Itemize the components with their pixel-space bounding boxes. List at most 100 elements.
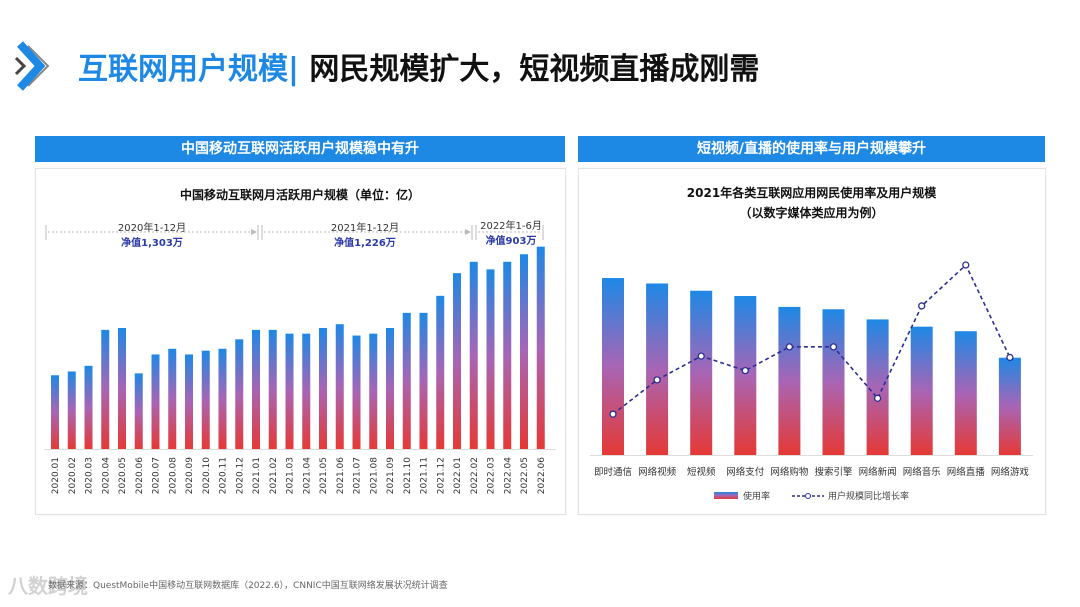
left-chart-title: 中国移动互联网月活跃用户规模（单位：亿）	[179, 188, 420, 202]
right-chart-subtitle: （以数字媒体类应用为例）	[739, 206, 884, 220]
bar-2021.01	[252, 329, 260, 449]
bar-2021.03	[285, 333, 294, 449]
left-section-banner: 中国移动互联网活跃用户规模稳中有升	[35, 136, 565, 162]
bar-网络直播	[954, 331, 977, 455]
bar-2021.04	[302, 333, 311, 449]
bar-2021.02	[268, 329, 277, 449]
bar-2021.10	[402, 312, 411, 449]
bar-2020.01	[51, 375, 59, 449]
watermark: 八数跨境	[8, 574, 88, 598]
title-rest: 网民规模扩大，短视频直播成刚需	[298, 52, 760, 87]
x-tick-label: 2020.03	[85, 457, 95, 494]
right-section-banner: 短视频/直播的使用率与用户规模攀升	[578, 136, 1045, 162]
annotation-period: 2022年1-6月	[480, 221, 542, 232]
bar-短视频	[690, 290, 713, 455]
bar-2020.07	[151, 354, 160, 449]
x-tick-label: 网络视频	[638, 466, 677, 478]
annotation-net: 净值1,226万	[334, 238, 396, 249]
growth-point-网络购物	[785, 343, 794, 351]
bar-网络游戏	[998, 357, 1021, 455]
bar-2022.05	[520, 254, 528, 449]
bar-2022.06	[536, 246, 545, 449]
bar-即时通信	[602, 278, 624, 455]
x-tick-label: 网络直播	[947, 466, 986, 478]
bar-网络音乐	[910, 326, 933, 455]
x-tick-label: 网络购物	[770, 466, 809, 478]
x-tick-label: 2020.08	[168, 457, 178, 494]
growth-point-网络音乐	[918, 302, 926, 310]
bar-网络视频	[646, 283, 669, 455]
growth-point-即时通信	[609, 410, 617, 418]
annotation-period: 2020年1-12月	[117, 223, 187, 234]
x-tick-label: 网络新闻	[859, 466, 897, 478]
legend-line-label: 用户规模同比增长率	[828, 490, 909, 502]
x-tick-label: 短视频	[687, 466, 716, 478]
growth-rate-line	[612, 263, 1011, 415]
bar-2020.04	[101, 329, 110, 449]
bar-网络新闻	[866, 319, 889, 455]
growth-point-网络直播	[962, 261, 970, 269]
growth-point-网络支付	[741, 366, 749, 375]
x-tick-label: 2022.01	[453, 457, 463, 494]
x-tick-label: 网络支付	[726, 466, 765, 478]
x-tick-label: 2020.02	[68, 457, 78, 494]
bar-2021.08	[369, 333, 378, 449]
bar-2020.08	[168, 348, 177, 449]
x-tick-label: 2020.06	[135, 457, 145, 494]
annotation-net: 净值903万	[485, 236, 537, 247]
x-tick-label: 2021.05	[319, 457, 329, 494]
legend: 使用率 用户规模同比增长率	[714, 490, 909, 502]
x-tick-label: 2020.11	[219, 457, 229, 494]
growth-point-网络新闻	[873, 394, 882, 402]
annotation-2021: 2021年1-12月 净值1,226万	[305, 219, 425, 249]
x-tick-label: 即时通信	[594, 466, 632, 478]
x-tick-label: 2021.08	[369, 457, 379, 494]
x-tick-label: 2020.07	[152, 457, 162, 494]
bar-2020.09	[185, 354, 193, 449]
x-tick-label: 2020.09	[185, 457, 195, 494]
title-highlight: 互联网用户规模|	[78, 52, 299, 87]
legend-bar-label: 使用率	[743, 490, 770, 502]
legend-bar-swatch	[714, 492, 738, 499]
growth-point-搜索引擎	[829, 343, 838, 351]
right-chart-title: 2021年各类互联网应用网民使用率及用户规模	[686, 186, 937, 200]
x-tick-label: 网络游戏	[991, 466, 1030, 478]
bar-2022.01	[453, 273, 461, 449]
x-tick-label: 2020.12	[235, 457, 245, 494]
source-note: 数据来源：QuestMobile中国移动互联网数据库（2022.6），CNNIC…	[48, 581, 448, 591]
bar-搜索引擎	[822, 309, 845, 455]
x-tick-label: 搜索引擎	[814, 466, 853, 478]
bar-2020.10	[201, 350, 210, 449]
bar-2022.02	[469, 261, 478, 449]
annotation-net: 净值1,303万	[121, 238, 183, 249]
bar-2020.11	[218, 348, 227, 449]
x-tick-label: 2021.03	[286, 457, 296, 494]
bar-2020.12	[235, 339, 244, 449]
bar-2020.02	[67, 371, 76, 449]
bar-2021.11	[419, 312, 428, 449]
bar-2021.06	[335, 324, 344, 449]
x-tick-label: 2021.07	[353, 457, 363, 494]
growth-point-短视频	[697, 352, 705, 360]
x-tick-label: 2021.12	[436, 457, 446, 494]
growth-point-网络视频	[653, 376, 661, 384]
legend-line-marker	[805, 493, 811, 499]
x-tick-label: 2022.06	[537, 457, 547, 494]
x-tick-label: 2022.03	[487, 457, 497, 494]
bar-2021.12	[436, 295, 445, 449]
x-tick-label: 网络音乐	[903, 466, 942, 478]
bar-2022.04	[503, 261, 512, 449]
x-tick-label: 2021.04	[302, 457, 312, 494]
x-tick-label: 2022.02	[470, 457, 480, 494]
x-tick-label: 2020.05	[118, 457, 128, 494]
x-tick-label: 2021.11	[420, 457, 430, 494]
bar-2020.06	[134, 373, 143, 449]
x-tick-label: 2021.02	[269, 457, 279, 494]
x-tick-label: 2021.10	[403, 457, 413, 494]
logo-icon	[14, 38, 54, 94]
bar-2020.03	[84, 365, 93, 449]
annotation-2020: 2020年1-12月 净值1,303万	[92, 219, 212, 249]
page-title: 互联网用户规模| 网民规模扩大，短视频直播成刚需	[78, 44, 759, 88]
